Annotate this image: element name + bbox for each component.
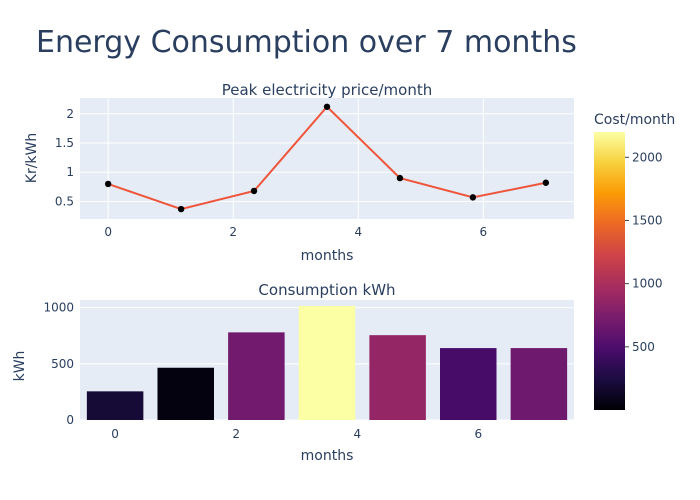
consumption-bar xyxy=(228,332,285,420)
price-y-axis-label: Kr/kWh xyxy=(24,133,40,183)
consumption-bar xyxy=(157,367,214,420)
price-point xyxy=(177,205,185,213)
price-x-tick-label: 2 xyxy=(229,225,237,239)
price-y-tick-label: 1 xyxy=(66,165,74,179)
price-y-tick-label: 0.5 xyxy=(55,194,74,208)
price-line-plot: 0 2 4 6 0.5 1 1.5 2 Peak electricity price/mont… xyxy=(24,81,574,264)
colorbar-title: Cost/month xyxy=(594,112,675,128)
colorbar-tick-label: 1000 xyxy=(632,277,663,291)
price-subplot-title: Peak electricity price/month xyxy=(222,81,432,99)
price-point xyxy=(323,103,331,110)
consumption-x-tick-label: 6 xyxy=(475,427,483,441)
colorbar-tick-labels: 500 1000 1500 2000 xyxy=(625,150,663,354)
price-point xyxy=(469,194,477,201)
price-x-tick-label: 6 xyxy=(480,225,488,239)
consumption-subplot-title: Consumption kWh xyxy=(258,281,395,299)
colorbar-tick-label: 500 xyxy=(632,340,655,354)
consumption-y-tick-label: 500 xyxy=(51,357,74,371)
consumption-x-axis-label: months xyxy=(301,448,354,464)
consumption-bar xyxy=(440,348,497,420)
consumption-tick-labels: 0 500 1000 0 2 4 6 xyxy=(43,301,482,441)
price-marks xyxy=(104,103,550,213)
price-point xyxy=(104,180,112,188)
colorbar: Cost/month 500 1000 1500 2000 xyxy=(594,112,675,410)
price-y-tick-label: 1.5 xyxy=(55,136,74,150)
page-title: Energy Consumption over 7 months xyxy=(36,25,577,60)
price-point xyxy=(250,187,258,195)
consumption-y-tick-label: 1000 xyxy=(43,301,74,315)
price-tick-labels: 0 2 4 6 0.5 1 1.5 2 xyxy=(55,107,487,239)
consumption-bar xyxy=(298,305,356,420)
price-point xyxy=(396,174,404,182)
consumption-bar xyxy=(510,348,568,420)
price-gridlines xyxy=(80,98,574,219)
colorbar-tick-label: 2000 xyxy=(632,150,663,164)
price-plot-background xyxy=(80,98,574,219)
consumption-marks xyxy=(86,305,568,420)
consumption-bar xyxy=(369,335,426,420)
price-x-tick-label: 0 xyxy=(104,225,112,239)
consumption-x-tick-label: 4 xyxy=(353,427,361,441)
price-x-tick-label: 4 xyxy=(354,225,362,239)
consumption-bar xyxy=(86,391,144,420)
price-point xyxy=(542,179,550,186)
consumption-x-tick-label: 0 xyxy=(111,427,119,441)
price-y-tick-label: 2 xyxy=(66,107,74,121)
consumption-y-tick-label: 0 xyxy=(66,413,74,427)
colorbar-tick-label: 1500 xyxy=(632,213,663,227)
price-x-axis-label: months xyxy=(301,248,354,264)
consumption-bar-plot: 0 500 1000 0 2 4 6 Consumption kWh months kWh xyxy=(12,281,574,464)
consumption-y-axis-label: kWh xyxy=(12,351,28,382)
consumption-x-tick-label: 2 xyxy=(232,427,240,441)
colorbar-gradient xyxy=(594,132,625,410)
